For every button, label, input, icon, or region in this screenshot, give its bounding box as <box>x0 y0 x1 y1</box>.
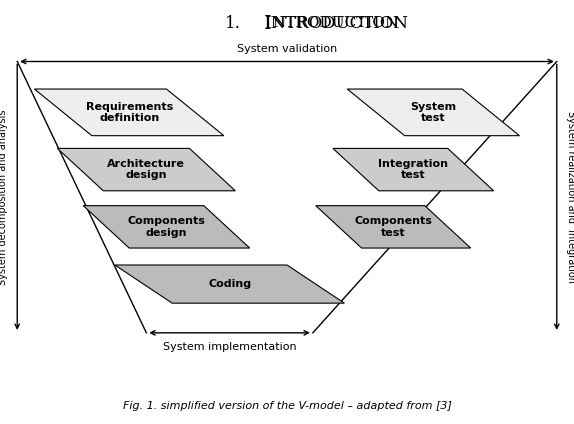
Text: System validation: System validation <box>237 44 337 54</box>
Text: 1.: 1. <box>225 15 241 32</box>
Polygon shape <box>115 265 344 303</box>
Text: Requirements
definition: Requirements definition <box>86 102 173 123</box>
Text: INTRODUCTION: INTRODUCTION <box>264 15 408 32</box>
Text: Fig. 1. simplified version of the V-model – adapted from [3]: Fig. 1. simplified version of the V-mode… <box>123 401 451 411</box>
Text: System implementation: System implementation <box>163 342 296 352</box>
Text: NTRODUCTION: NTRODUCTION <box>272 16 398 30</box>
Text: I: I <box>264 15 272 33</box>
Text: System
test: System test <box>410 102 456 123</box>
Text: Integration
test: Integration test <box>378 159 448 180</box>
Text: System decomposition and analysis: System decomposition and analysis <box>0 109 8 285</box>
Text: Components
design: Components design <box>127 216 205 237</box>
Polygon shape <box>333 148 494 191</box>
Text: Components
test: Components test <box>354 216 432 237</box>
Polygon shape <box>316 206 471 248</box>
Polygon shape <box>347 89 519 136</box>
Polygon shape <box>57 148 235 191</box>
Text: System realization and  integration: System realization and integration <box>566 111 574 283</box>
Text: Architecture
design: Architecture design <box>107 159 185 180</box>
Text: Coding: Coding <box>208 279 251 289</box>
Polygon shape <box>34 89 224 136</box>
Polygon shape <box>83 206 250 248</box>
